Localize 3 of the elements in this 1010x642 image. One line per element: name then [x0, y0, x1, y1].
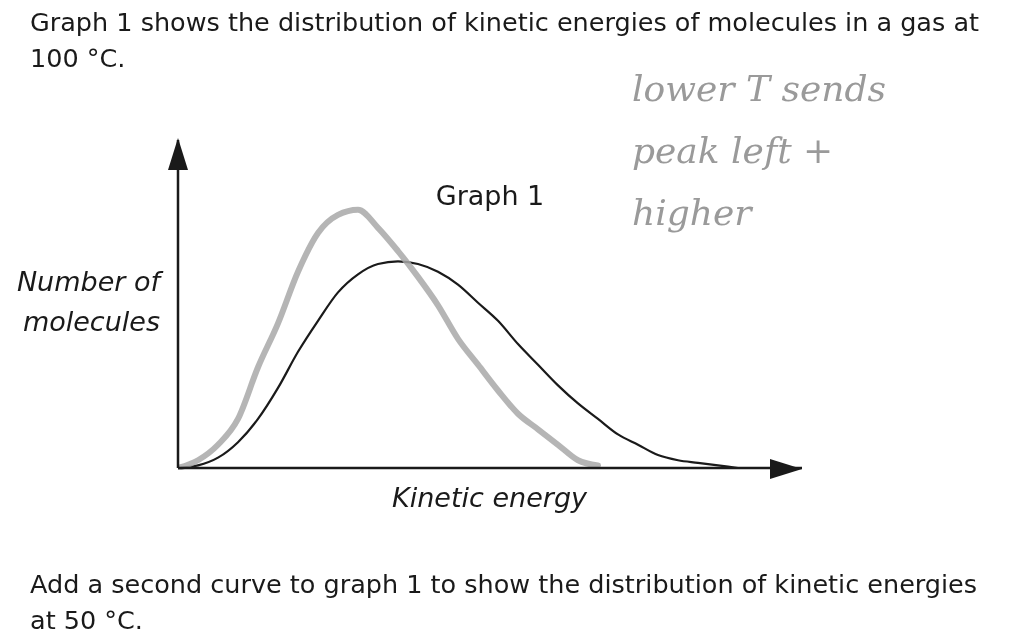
chart-title: Graph 1 [434, 180, 546, 211]
x-axis-title: Kinetic energy [391, 482, 588, 513]
text: Add a second curve to graph 1 to show the distribution of kinetic energies at 50 °C. [30, 568, 979, 637]
